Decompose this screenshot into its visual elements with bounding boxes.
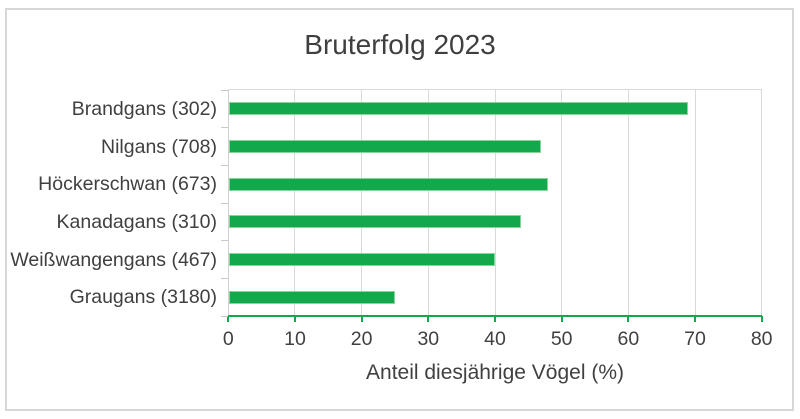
x-tick-label: 40 — [484, 328, 506, 350]
category-label: Graugans (3180) — [69, 286, 217, 309]
x-tick-label: 70 — [684, 328, 706, 350]
x-axis-tick — [360, 316, 363, 322]
category-label: Weißwangengans (467) — [10, 248, 217, 271]
gridline — [561, 90, 563, 316]
gridline — [427, 90, 429, 316]
x-axis-tick — [494, 316, 496, 322]
gridline — [494, 90, 496, 316]
x-axis-tick — [627, 316, 630, 322]
category-axis-tick — [220, 315, 228, 317]
bar — [229, 215, 522, 229]
gridline — [361, 90, 363, 316]
x-axis-tick — [560, 316, 563, 322]
category-label: Kanadagans (310) — [56, 210, 217, 233]
bar — [229, 102, 689, 116]
bar — [229, 253, 495, 266]
category-label: Höckerschwan (673) — [38, 173, 217, 196]
gridline — [294, 90, 296, 316]
bar — [229, 177, 549, 191]
category-label: Nilgans (708) — [101, 135, 217, 158]
chart-title: Bruterfolg 2023 — [304, 29, 496, 60]
x-tick-label: 30 — [417, 328, 440, 350]
category-axis-tick — [220, 240, 228, 242]
plot-top-border — [228, 89, 762, 90]
x-axis-tick — [694, 316, 697, 322]
category-axis-tick — [220, 202, 228, 204]
x-axis-tick — [293, 316, 296, 322]
x-tick-label: 20 — [350, 328, 373, 350]
x-axis-tick — [227, 316, 230, 322]
bar — [229, 290, 395, 304]
gridline — [761, 90, 763, 316]
x-tick-label: 50 — [550, 328, 573, 350]
gridline — [227, 90, 229, 316]
x-tick-label: 80 — [750, 328, 773, 350]
x-axis-title: Anteil diesjährige Vögel (%) — [366, 361, 624, 384]
category-axis-tick — [220, 277, 228, 279]
gridline — [694, 90, 696, 316]
x-axis-tick — [760, 316, 763, 322]
category-label: Brandgans (302) — [71, 97, 217, 120]
category-axis-tick — [220, 127, 228, 129]
bar — [229, 140, 542, 153]
x-axis-tick — [427, 316, 430, 322]
gridline — [627, 90, 629, 316]
category-axis-tick — [220, 89, 228, 91]
x-axis-line — [228, 314, 762, 317]
x-tick-label: 0 — [222, 328, 234, 350]
x-tick-label: 10 — [284, 328, 306, 350]
x-tick-label: 60 — [617, 328, 640, 350]
chart-frame — [5, 8, 794, 411]
category-axis-tick — [220, 164, 228, 166]
